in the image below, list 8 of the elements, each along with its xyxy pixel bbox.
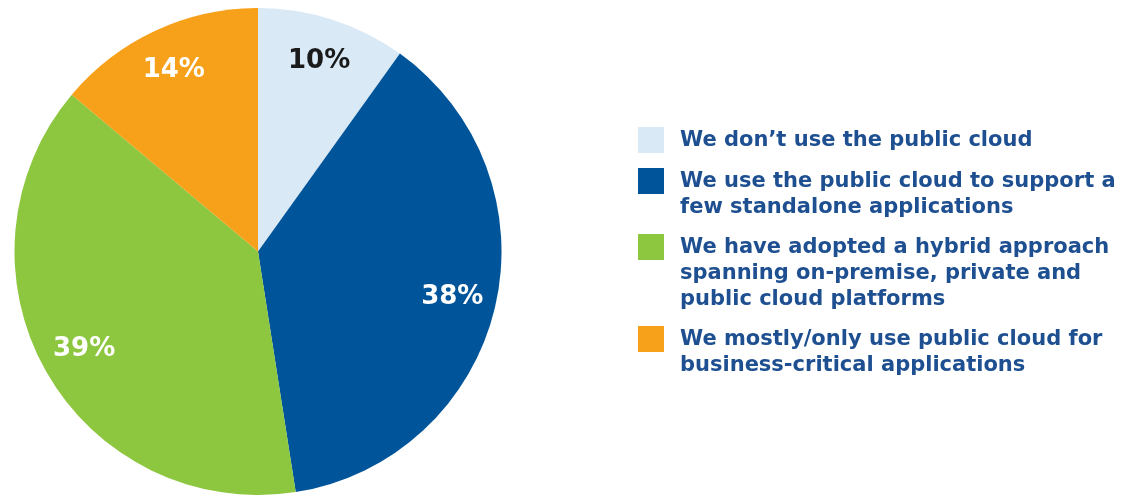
legend-label: We don’t use the public cloud (680, 126, 1033, 152)
data-label: 39% (52, 332, 116, 363)
legend-label: We mostly/only use public cloud for business-critical applications (680, 325, 1104, 377)
data-label: 10% (287, 44, 351, 75)
data-label: 38% (421, 280, 484, 311)
legend-label: We use the public cloud to support a few standalone applications (680, 167, 1117, 219)
legend-label: We have adopted a hybrid approach spanning on-premise, private and public cloud platforms (680, 233, 1111, 311)
data-label: 14% (142, 53, 205, 84)
